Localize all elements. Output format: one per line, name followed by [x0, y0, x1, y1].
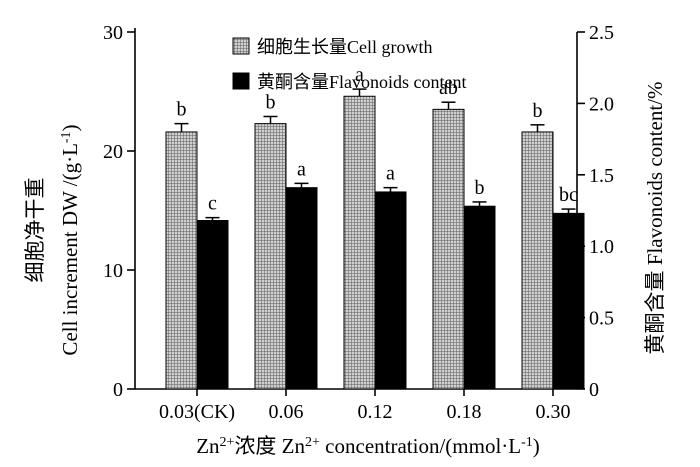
- legend-swatch-cell-growth: [232, 37, 250, 55]
- significance-letter: b: [533, 100, 543, 122]
- bars: [165, 88, 585, 390]
- bar-cell-growth: [521, 131, 554, 390]
- x-label-p4: ): [533, 434, 540, 458]
- y-left-label-end: ): [58, 124, 82, 131]
- significance-letter: a: [386, 163, 395, 185]
- x-tick-label: 0.18: [447, 401, 482, 423]
- bar-flavonoids: [285, 187, 318, 390]
- x-label-p1: Zn: [196, 434, 220, 458]
- x-tick-label: 0.30: [536, 401, 571, 423]
- legend-swatch-flavonoids: [232, 72, 250, 90]
- significance-letter: ab: [439, 77, 458, 99]
- y-right-tick-label: 1.5: [589, 165, 614, 187]
- bar-flavonoids: [196, 219, 229, 390]
- x-label-p1-sup: 2+: [220, 435, 235, 450]
- significance-letter: b: [177, 99, 187, 121]
- bar-flavonoids: [552, 212, 585, 390]
- legend-label-flavonoids: 黄酮含量Flavonoids content: [257, 72, 467, 92]
- y-right-tick-label: 0: [589, 379, 599, 401]
- bar-cell-growth: [254, 123, 287, 390]
- x-label-p2: 浓度 Zn: [234, 434, 305, 458]
- y-right-tick-label: 1.0: [589, 236, 614, 258]
- y-right-tick-label: 2.0: [589, 93, 614, 115]
- bar-cell-growth: [165, 131, 198, 390]
- bar-flavonoids: [374, 191, 407, 390]
- x-label-p3-sup: -1: [521, 435, 533, 450]
- bar-cell-growth: [343, 95, 376, 390]
- significance-letter: bc: [559, 184, 578, 206]
- y-left-label-main: Cell increment DW /(g·L: [58, 143, 82, 355]
- y-right-label: 黄酮含量 Flavonoids content/%: [643, 82, 667, 355]
- x-tick-label: 0.12: [358, 401, 393, 423]
- y-left-tick-label: 10: [103, 260, 123, 282]
- x-tick-label: 0.06: [269, 401, 304, 423]
- bar-flavonoids: [463, 205, 496, 390]
- x-axis-label: Zn2+浓度 Zn2+ concentration/(mmol·L-1): [196, 434, 540, 458]
- x-label-p2-sup: 2+: [305, 435, 320, 450]
- significance-letter: b: [475, 177, 485, 199]
- significance-letter: a: [355, 64, 364, 86]
- y-left-label-sup: -1: [59, 131, 74, 143]
- legend-label-cell-growth: 细胞生长量Cell growth: [257, 37, 433, 57]
- bar-cell-growth: [432, 108, 465, 390]
- x-tick-label: 0.03(CK): [159, 401, 235, 423]
- significance-letter: c: [208, 193, 217, 215]
- legend: 细胞生长量Cell growth 黄酮含量Flavonoids content: [232, 37, 467, 92]
- x-label-p3: concentration/(mmol·L: [320, 434, 521, 458]
- y-left-label-en: Cell increment DW /(g·L-1): [58, 124, 82, 355]
- y-left-tick-label: 0: [113, 379, 123, 401]
- significance-letter: a: [297, 158, 306, 180]
- significance-letter: b: [266, 91, 276, 113]
- y-left-tick-label: 20: [103, 141, 123, 163]
- y-right-tick-label: 2.5: [589, 22, 614, 44]
- y-right-tick-label: 0.5: [589, 308, 614, 330]
- y-left-tick-label: 30: [103, 22, 123, 44]
- y-left-label-cn: 细胞净干重: [23, 178, 47, 283]
